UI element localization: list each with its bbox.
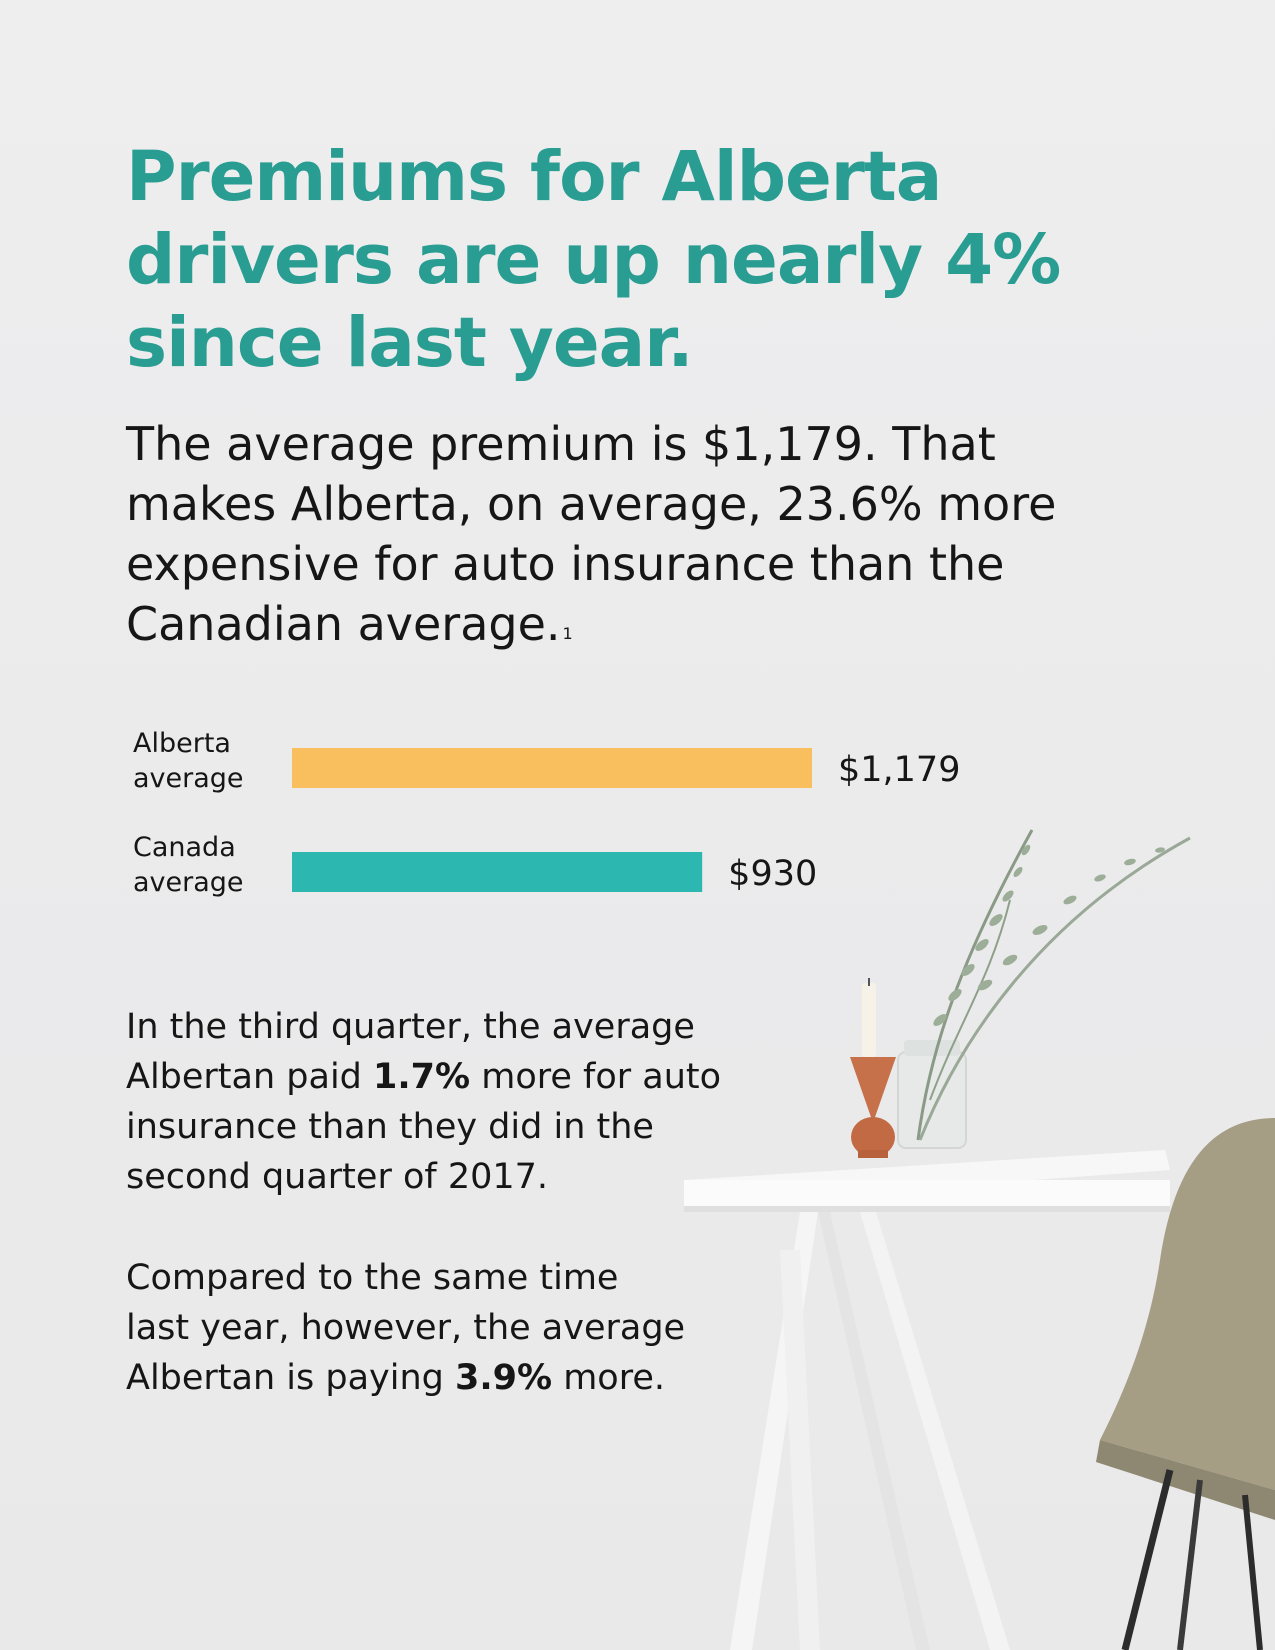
category-label-canada-average-line-1: Canada (133, 832, 236, 863)
intro-line-3: expensive for auto insurance than the (126, 537, 1005, 591)
bar-alberta-average (292, 748, 812, 788)
p2-line-3-post: more. (552, 1358, 665, 1398)
footnote-marker: 1 (562, 624, 573, 643)
page-title: Premiums for Alberta drivers are up near… (126, 136, 1106, 385)
p1-line-2-post: more for auto (470, 1057, 722, 1097)
vase-with-plant (897, 829, 1191, 1149)
title-line-1: Premiums for Alberta (126, 137, 942, 217)
year-increase-value: 3.9% (455, 1358, 553, 1398)
chair (1096, 1118, 1275, 1650)
intro-line-4: Canadian average. (126, 597, 561, 651)
year-comparison-paragraph: Compared to the same time last year, how… (126, 1253, 766, 1403)
quarter-increase-value: 1.7% (373, 1057, 471, 1097)
intro-line-1: The average premium is $1,179. That (126, 417, 996, 471)
candle (850, 978, 896, 1158)
quarter-comparison-paragraph: In the third quarter, the average Albert… (126, 1002, 766, 1202)
p1-line-3: insurance than they did in the (126, 1107, 654, 1147)
p1-line-2-pre: Albertan paid (126, 1057, 374, 1097)
p2-line-1: Compared to the same time (126, 1258, 619, 1298)
value-label-canada-average: $930 (728, 854, 817, 894)
value-label-alberta-average: $1,179 (838, 750, 960, 790)
intro-paragraph: The average premium is $1,179. That make… (126, 414, 1126, 654)
intro-line-2: makes Alberta, on average, 23.6% more (126, 477, 1057, 531)
category-label-alberta-average-line-2: average (133, 763, 244, 794)
p2-line-2: last year, however, the average (126, 1308, 686, 1348)
bar-canada-average (292, 852, 703, 892)
title-line-3: since last year. (126, 303, 694, 383)
category-label-canada-average-line-2: average (133, 867, 244, 898)
p1-line-1: In the third quarter, the average (126, 1007, 695, 1047)
title-line-2: drivers are up nearly 4% (126, 220, 1061, 300)
p1-line-4: second quarter of 2017. (126, 1157, 549, 1197)
p2-line-3-pre: Albertan is paying (126, 1358, 455, 1398)
category-label-alberta-average-line-1: Alberta (133, 728, 231, 759)
